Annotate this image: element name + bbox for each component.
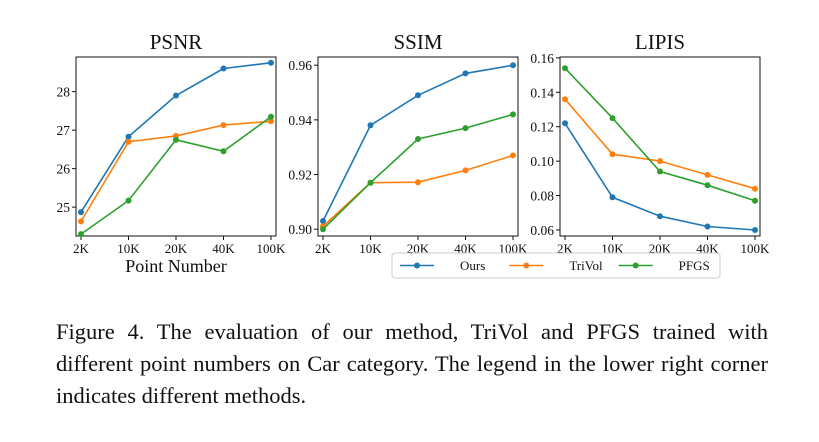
figure-charts: PSNR 2K 10K 20K 40K 100K 25 26 27 28 Point Number S…	[57, 30, 771, 279]
data-point-psnr-ours-10k	[125, 133, 132, 140]
data-point-lipis-ours-100k	[752, 227, 758, 233]
data-point-lipis-ours-10k	[609, 194, 616, 201]
y-tick-label-lipis-0: 0.06	[530, 223, 554, 238]
data-point-lipis-trivol-2k	[562, 96, 568, 103]
series-line-ssim-pfgs	[322, 113, 514, 230]
data-point-ssim-pfgs-20k	[415, 136, 421, 142]
chart-title-lipis: LIPIS	[635, 30, 685, 54]
x-tick-label-psnr-40k: 40K	[212, 241, 235, 256]
data-point-lipis-ours-2k	[562, 120, 568, 127]
y-tick-label-psnr-0: 25	[57, 200, 71, 215]
data-point-ssim-trivol-100k	[510, 152, 516, 159]
data-point-ssim-pfgs-100k	[510, 111, 516, 118]
data-point-lipis-pfgs-40k	[704, 182, 711, 189]
y-tick-label-lipis-5: 0.16	[530, 51, 554, 66]
data-point-ssim-pfgs-2k	[320, 226, 326, 233]
y-tick-label-lipis-1: 0.08	[530, 189, 554, 204]
y-tick-label-psnr-1: 26	[57, 162, 71, 177]
data-point-psnr-pfgs-40k	[220, 148, 227, 155]
data-point-lipis-ours-40k	[704, 223, 711, 230]
data-point-psnr-trivol-100k	[268, 118, 274, 125]
data-point-ssim-ours-2k	[320, 218, 326, 224]
y-tick-label-lipis-3: 0.12	[530, 120, 554, 135]
data-point-lipis-pfgs-10k	[609, 115, 616, 122]
chart-title-psnr: PSNR	[150, 30, 203, 54]
data-point-ssim-ours-100k	[510, 62, 516, 69]
data-point-lipis-trivol-40k	[704, 171, 711, 178]
y-tick-label-lipis-2: 0.10	[530, 154, 554, 169]
x-tick-label-lipis-100k: 100K	[741, 241, 771, 256]
data-point-psnr-ours-2k	[78, 209, 84, 216]
legend-swatch-marker-ours	[414, 262, 420, 269]
data-point-psnr-pfgs-10k	[125, 197, 132, 204]
plot-frame-psnr	[75, 56, 277, 237]
x-tick-label-psnr-10k: 10K	[117, 241, 140, 256]
y-tick-label-psnr-3: 28	[57, 85, 71, 100]
x-tick-label-lipis-40k: 40K	[696, 241, 719, 256]
series-line-ssim-trivol	[322, 154, 514, 227]
y-tick-label-ssim-0: 0.90	[288, 222, 312, 237]
data-point-lipis-pfgs-100k	[752, 197, 758, 204]
data-point-psnr-ours-40k	[220, 65, 227, 72]
data-point-lipis-trivol-100k	[752, 185, 758, 192]
data-point-ssim-pfgs-10k	[367, 179, 374, 186]
data-point-lipis-pfgs-20k	[657, 168, 663, 175]
data-point-psnr-trivol-2k	[78, 218, 84, 225]
x-tick-label-ssim-40k: 40K	[454, 241, 477, 256]
series-line-lipis-trivol	[564, 98, 756, 190]
x-tick-label-ssim-10k: 10K	[359, 241, 382, 256]
y-tick-label-ssim-1: 0.92	[288, 168, 312, 183]
legend-swatch-marker-trivol	[523, 262, 530, 269]
data-point-psnr-ours-20k	[173, 92, 179, 99]
data-point-lipis-trivol-20k	[657, 158, 663, 165]
x-tick-label-lipis-10k: 10K	[601, 241, 624, 256]
legend-label-ours: Ours	[460, 258, 485, 273]
data-point-ssim-pfgs-40k	[462, 125, 469, 132]
data-point-ssim-ours-10k	[367, 122, 374, 129]
x-tick-label-psnr-20k: 20K	[165, 241, 188, 256]
x-tick-label-psnr-100k: 100K	[257, 241, 287, 256]
figure-caption: Figure 4. The evaluation of our method, …	[56, 319, 768, 408]
x-tick-label-lipis-20k: 20K	[649, 241, 672, 256]
x-tick-label-ssim-2k: 2K	[315, 241, 332, 256]
legend-label-pfgs: PFGS	[679, 258, 710, 273]
legend-box	[391, 252, 721, 279]
data-point-ssim-trivol-20k	[415, 179, 421, 186]
data-point-lipis-trivol-10k	[609, 151, 616, 158]
x-tick-label-lipis-2k: 2K	[557, 241, 574, 256]
x-tick-label-ssim-20k: 20K	[407, 241, 430, 256]
data-point-ssim-ours-40k	[462, 70, 469, 77]
data-point-psnr-pfgs-100k	[268, 113, 274, 120]
y-tick-label-ssim-2: 0.94	[288, 113, 312, 128]
data-point-lipis-pfgs-2k	[562, 65, 568, 72]
data-point-lipis-ours-20k	[657, 213, 663, 220]
data-point-ssim-ours-20k	[415, 92, 421, 99]
x-tick-label-ssim-100k: 100K	[499, 241, 529, 256]
data-point-psnr-trivol-10k	[125, 138, 132, 145]
data-point-ssim-trivol-40k	[462, 167, 469, 174]
legend-label-trivol: TriVol	[569, 258, 603, 273]
x-axis-label-psnr: Point Number	[125, 256, 227, 276]
plot-frame-ssim	[317, 56, 519, 237]
legend-swatch-marker-pfgs	[632, 262, 639, 269]
data-point-psnr-pfgs-2k	[78, 231, 84, 238]
data-point-psnr-ours-100k	[268, 59, 274, 66]
y-tick-label-lipis-4: 0.14	[530, 85, 554, 100]
x-tick-label-psnr-2k: 2K	[73, 241, 90, 256]
data-point-psnr-pfgs-20k	[173, 136, 179, 143]
y-tick-label-psnr-2: 27	[57, 123, 71, 138]
chart-title-ssim: SSIM	[393, 30, 442, 54]
plot-frame-lipis	[559, 56, 761, 237]
series-line-ssim-ours	[322, 64, 514, 222]
y-tick-label-ssim-3: 0.96	[288, 58, 312, 73]
data-point-psnr-trivol-40k	[220, 122, 227, 129]
